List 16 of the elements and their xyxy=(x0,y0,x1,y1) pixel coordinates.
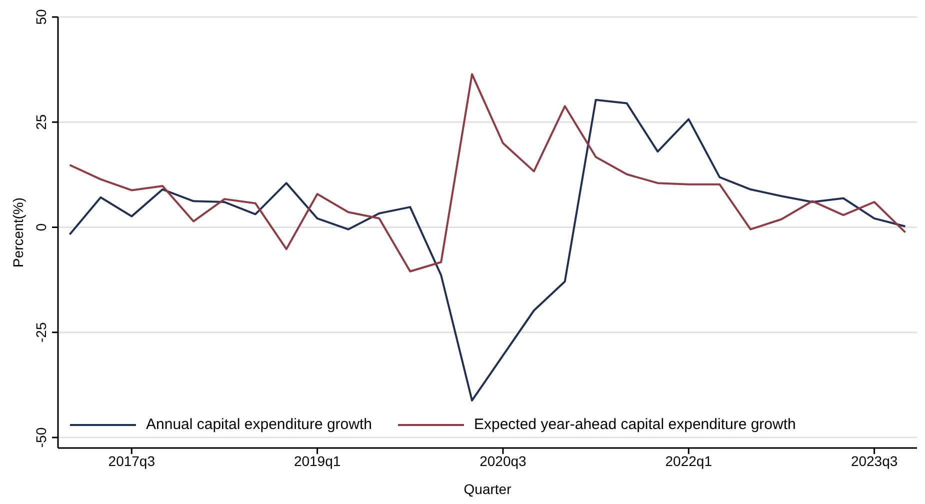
legend-label: Annual capital expenditure growth xyxy=(146,416,372,433)
legend-label: Expected year-ahead capital expenditure growth xyxy=(474,416,796,433)
x-tick-label: 2017q3 xyxy=(108,452,156,469)
x-axis-title: Quarter xyxy=(464,481,512,497)
x-tick-label: 2019q1 xyxy=(294,452,341,469)
y-tick-label: -25 xyxy=(33,322,49,342)
y-axis-title: Percent(%) xyxy=(10,197,26,268)
line-series xyxy=(68,73,906,272)
y-tick-label: 25 xyxy=(33,114,49,130)
x-tick-label: 2022q1 xyxy=(665,452,712,469)
x-tick-label: 2023q3 xyxy=(850,452,898,469)
y-tick-label: 0 xyxy=(33,223,49,232)
y-tick-label: -50 xyxy=(33,427,49,448)
line-series xyxy=(68,98,906,402)
y-tick-label: 50 xyxy=(33,9,49,25)
x-tick-label: 2020q3 xyxy=(480,452,527,469)
